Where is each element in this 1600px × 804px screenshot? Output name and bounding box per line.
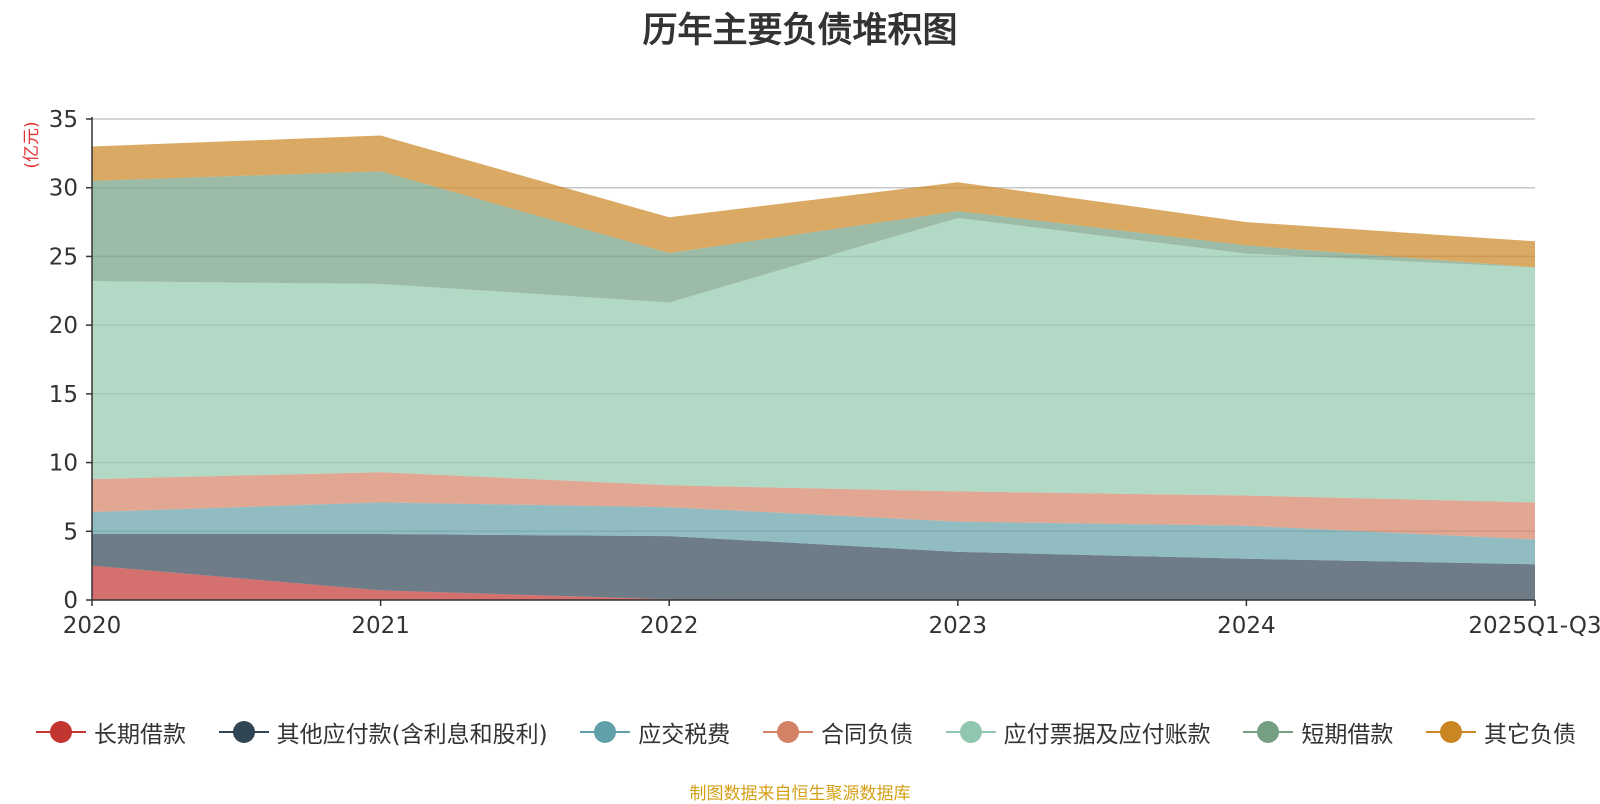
stacked-area-chart: 0 5 10 15 20 25 30 35 2020 2021 2022 2023 2024 2025Q1…: [22, 107, 1600, 639]
legend-item[interactable]: 合同负债: [762, 715, 913, 749]
legend-label: 合同负债: [820, 722, 913, 748]
legend-label: 应交税费: [638, 722, 731, 748]
area-series-layer: [92, 135, 1535, 600]
legend-marker-icon: [580, 719, 631, 745]
area-5: [92, 171, 1535, 303]
legend-marker-icon: [1243, 719, 1294, 745]
legend-label: 短期借款: [1301, 722, 1394, 748]
legend-marker-icon: [945, 719, 996, 745]
area-6: [92, 135, 1535, 268]
area-3: [92, 472, 1535, 540]
legend-item[interactable]: 应付票据及应付账款: [945, 715, 1211, 749]
y-axis-label: (亿元): [22, 121, 42, 168]
legend-marker-icon: [1425, 719, 1476, 745]
axes: 0 5 10 15 20 25 30 35 2020 2021 2022 2023 2024 2025Q1…: [49, 107, 1600, 639]
source-note: 制图数据来自恒生聚源数据库: [689, 784, 911, 804]
area-4: [92, 217, 1535, 503]
chart-title: 历年主要负债堆积图: [642, 11, 958, 51]
y-tick-label: 0: [63, 588, 78, 614]
x-tick-label: 2021: [351, 613, 410, 639]
legend-item[interactable]: 其他应付款(含利息和股利): [218, 715, 548, 749]
legend-label: 应付票据及应付账款: [1003, 722, 1211, 748]
legend-marker-icon: [218, 719, 269, 745]
y-tick-label: 15: [49, 382, 78, 408]
y-tick-label: 30: [49, 176, 78, 202]
x-tick-label: 2022: [640, 613, 699, 639]
legend: 长期借款 其他应付款(含利息和股利) 应交税费 合同负债 应付票据及应付账款 短期借款 其它…: [36, 715, 1576, 749]
legend-item[interactable]: 短期借款: [1243, 715, 1393, 749]
legend-label: 其它负债: [1483, 722, 1576, 748]
x-tick-label: 2020: [63, 613, 122, 639]
legend-label: 长期借款: [94, 722, 186, 748]
x-tick-label: 2024: [1217, 613, 1276, 639]
y-tick-label: 25: [49, 244, 78, 270]
legend-item[interactable]: 应交税费: [580, 715, 730, 749]
legend-marker-icon: [36, 719, 86, 745]
area-0: [92, 565, 1535, 600]
area-2: [92, 502, 1535, 565]
y-tick-label: 5: [63, 519, 78, 545]
y-tick-label: 35: [49, 107, 78, 133]
x-tick-label: 2023: [929, 613, 988, 639]
y-tick-label: 10: [49, 451, 78, 477]
y-tick-label: 20: [49, 313, 78, 339]
area-1: [92, 534, 1535, 600]
legend-marker-icon: [762, 719, 813, 745]
legend-item[interactable]: 其它负债: [1425, 715, 1576, 749]
legend-item[interactable]: 长期借款: [36, 715, 186, 749]
x-tick-label: 2025Q1-Q3: [1468, 613, 1600, 639]
legend-label: 其他应付款(含利息和股利): [276, 722, 548, 748]
